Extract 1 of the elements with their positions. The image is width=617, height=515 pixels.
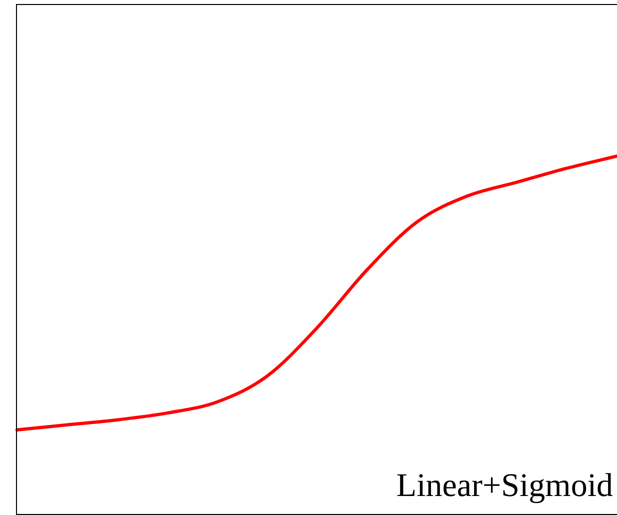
annotation: Linear+Sigmoid — [396, 468, 614, 504]
